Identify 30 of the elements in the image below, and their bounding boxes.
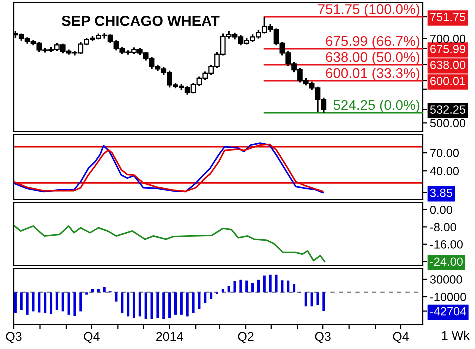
y-tick-label: 638.00 (430, 61, 466, 70)
y-tick-label: -10000 (430, 293, 466, 302)
y-tick-label: 532.25 (430, 106, 466, 114)
y-tick-label: 700.00 (430, 34, 466, 44)
x-tick-label: 2014 (156, 332, 184, 342)
y-tick-label: 0.00 (430, 206, 452, 214)
y-tick-label: 30000 (430, 276, 462, 284)
x-tick-label: Q4 (393, 332, 409, 344)
y-tick-label: 3.85 (430, 188, 452, 198)
y-tick-label: -16.00 (430, 240, 463, 249)
legend-label: 675.99 (66.7%) (326, 36, 420, 49)
text: 1 Wk (442, 330, 470, 340)
y-tick-label: 500.00 (430, 119, 466, 128)
y-tick-label: -8.00 (430, 223, 456, 232)
text: SEP CHICAGO WHEAT (62, 16, 220, 26)
y-tick-label: 600.01 (430, 77, 466, 86)
y-tick-label: 70.00 (430, 149, 460, 158)
y-tick-label: 751.75 (430, 13, 466, 22)
y-tick-label: -42704 (430, 307, 466, 316)
x-tick-label: Q3 (315, 332, 331, 344)
y-tick-label: 675.99 (430, 44, 466, 54)
x-tick-label: Q4 (84, 332, 100, 344)
legend-label: 600.01 (33.3%) (326, 68, 420, 81)
series-label: 524.25 (0.0%) (334, 100, 420, 113)
legend-label: 751.75 (100.0%) (318, 4, 420, 18)
x-tick-label: Q3 (6, 332, 22, 344)
legend-label: 638.00 (50.0%) (326, 52, 420, 65)
x-tick-label: Q2 (238, 332, 254, 344)
y-tick-label: 40.00 (430, 167, 460, 176)
y-tick-label: -24.00 (430, 258, 463, 266)
